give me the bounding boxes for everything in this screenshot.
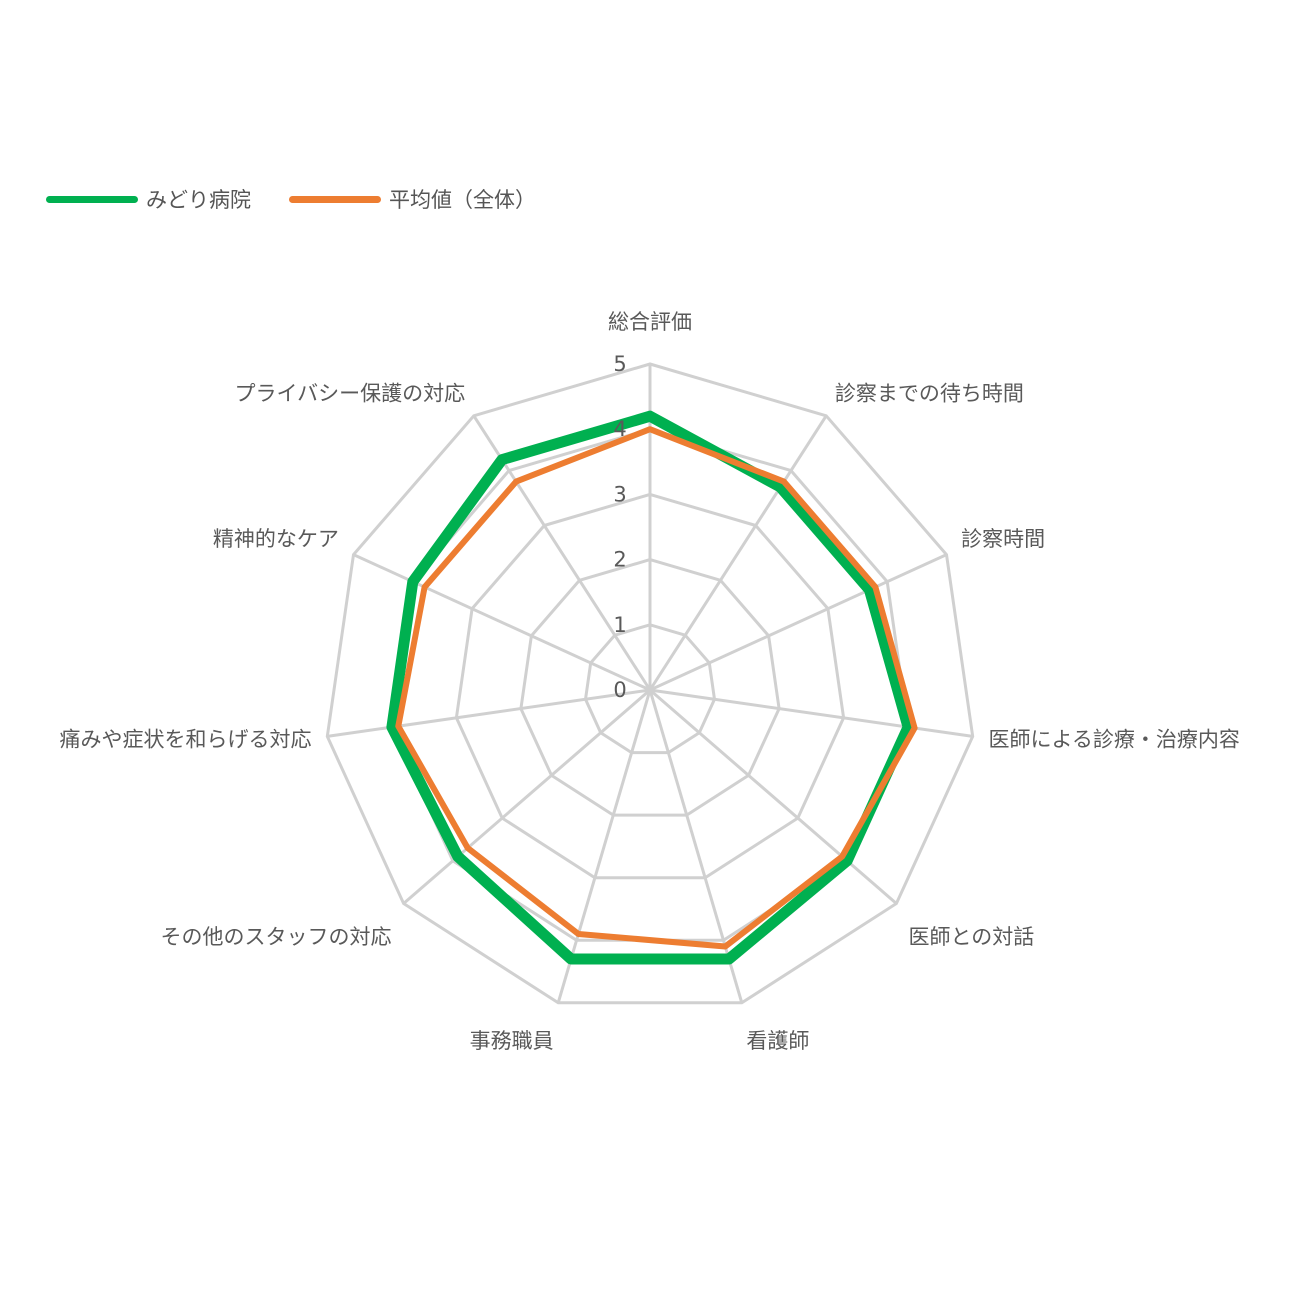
grid-ring-1 [583,623,717,755]
grid-spoke-1 [648,414,828,691]
chart-legend: みどり病院 平均値（全体） [46,184,574,214]
category-label-9: 精神的なケア [213,527,339,551]
category-label-1: 診察までの待ち時間 [835,381,1024,405]
category-label-0: 総合評価 [608,310,692,334]
grid-spoke-9 [352,553,651,692]
category-label-7: その他のスタッフの対応 [161,925,392,949]
category-label-8: 痛みや症状を和らげる対応 [60,728,312,752]
grid-spoke-5 [648,689,744,1004]
grid-spoke-4 [649,688,898,905]
grid-spoke-6 [556,689,652,1004]
category-label-2: 診察時間 [961,527,1045,551]
series-line-0[interactable] [386,410,914,965]
category-label-5: 看護師 [746,1029,809,1053]
tick-label-5: 5 [613,352,626,376]
grid-ring-5 [325,362,975,1005]
radar-series [386,410,918,965]
legend-swatch-average [289,195,381,203]
grid-spoke-7 [402,688,651,905]
tick-label-1: 1 [613,613,626,637]
legend-label-midori: みどり病院 [146,188,251,212]
category-label-4: 医師との対話 [909,925,1035,949]
grid-spoke-8 [327,688,651,738]
legend-label-average: 平均値（全体） [389,188,536,212]
radar-grid [325,362,975,1005]
grid-spoke-2 [649,553,948,692]
category-label-3: 医師による診療・治療内容 [989,728,1240,752]
category-label-10: プライバシー保護の対応 [235,381,466,405]
legend-swatch-midori [46,195,138,203]
tick-label-4: 4 [613,417,626,441]
category-label-6: 事務職員 [470,1029,554,1053]
legend-item-average[interactable]: 平均値（全体） [289,184,536,214]
series-line-1[interactable] [395,426,918,950]
tick-label-2: 2 [613,548,626,572]
tick-label-3: 3 [613,482,626,506]
legend-item-midori[interactable]: みどり病院 [46,184,251,214]
grid-ring-2 [519,558,781,817]
tick-label-0: 0 [613,678,626,702]
grid-spoke-3 [649,688,973,738]
grid-ring-3 [454,492,846,880]
radial-tick-labels: 0 1 2 3 4 5 [613,352,626,702]
